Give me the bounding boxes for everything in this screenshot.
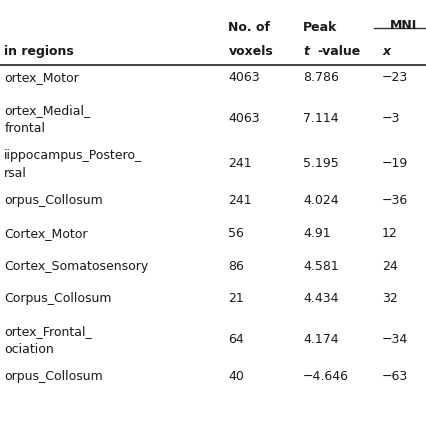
Text: ociation: ociation	[4, 343, 54, 355]
Text: 56: 56	[228, 226, 244, 239]
Text: frontal: frontal	[4, 122, 45, 135]
Text: −34: −34	[381, 332, 407, 345]
Text: t: t	[302, 45, 308, 58]
Text: orpus_Collosum: orpus_Collosum	[4, 193, 103, 206]
Text: -value: -value	[317, 45, 360, 58]
Text: 12: 12	[381, 226, 397, 239]
Text: rsal: rsal	[4, 167, 27, 179]
Text: Cortex_Motor: Cortex_Motor	[4, 226, 88, 239]
Text: −19: −19	[381, 156, 407, 169]
Text: x: x	[381, 45, 389, 58]
Text: 241: 241	[228, 156, 251, 169]
Text: 32: 32	[381, 292, 397, 305]
Text: iippocampus_Postero_: iippocampus_Postero_	[4, 149, 142, 161]
Text: 4.024: 4.024	[302, 193, 338, 206]
Text: 21: 21	[228, 292, 244, 305]
Text: 5.195: 5.195	[302, 156, 338, 169]
Text: ortex_Medial_: ortex_Medial_	[4, 104, 90, 117]
Text: 241: 241	[228, 193, 251, 206]
Text: −63: −63	[381, 369, 407, 382]
Text: in regions: in regions	[4, 45, 74, 58]
Text: 4063: 4063	[228, 112, 259, 124]
Text: Cortex_Somatosensory: Cortex_Somatosensory	[4, 259, 148, 272]
Text: voxels: voxels	[228, 45, 273, 58]
Text: orpus_Collosum: orpus_Collosum	[4, 369, 103, 382]
Text: No. of: No. of	[228, 21, 270, 34]
Text: 86: 86	[228, 259, 244, 272]
Text: 4063: 4063	[228, 71, 259, 84]
Text: −4.646: −4.646	[302, 369, 348, 382]
Text: Corpus_Collosum: Corpus_Collosum	[4, 292, 112, 305]
Text: 64: 64	[228, 332, 244, 345]
Text: −36: −36	[381, 193, 407, 206]
Text: Peak: Peak	[302, 21, 337, 34]
Text: ortex_Frontal_: ortex_Frontal_	[4, 325, 92, 337]
Text: MNI: MNI	[389, 19, 416, 32]
Text: −23: −23	[381, 71, 407, 84]
Text: 7.114: 7.114	[302, 112, 338, 124]
Text: 24: 24	[381, 259, 397, 272]
Text: 4.581: 4.581	[302, 259, 338, 272]
Text: 4.434: 4.434	[302, 292, 338, 305]
Text: 40: 40	[228, 369, 244, 382]
Text: 4.174: 4.174	[302, 332, 338, 345]
Text: ortex_Motor: ortex_Motor	[4, 71, 79, 84]
Text: 8.786: 8.786	[302, 71, 338, 84]
Text: 4.91: 4.91	[302, 226, 330, 239]
Text: −3: −3	[381, 112, 400, 124]
